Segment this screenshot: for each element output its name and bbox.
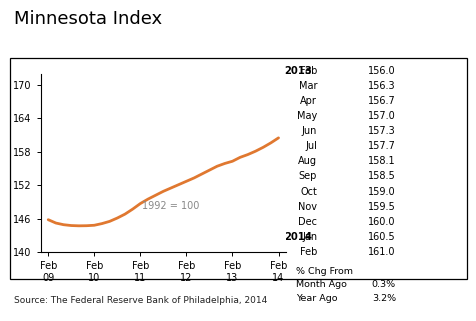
Text: 157.7: 157.7	[367, 141, 395, 151]
Text: 160.0: 160.0	[367, 217, 395, 227]
Text: Aug: Aug	[298, 156, 317, 166]
Text: Jan: Jan	[301, 232, 317, 242]
Text: Nov: Nov	[298, 202, 317, 212]
Text: % Chg From: % Chg From	[295, 267, 352, 276]
Text: Feb: Feb	[299, 247, 317, 257]
Text: 159.0: 159.0	[367, 187, 395, 196]
Text: Jun: Jun	[301, 126, 317, 136]
Text: 156.0: 156.0	[367, 66, 395, 76]
Text: Oct: Oct	[300, 187, 317, 196]
Text: Minnesota Index: Minnesota Index	[14, 10, 162, 28]
Text: May: May	[297, 111, 317, 121]
Text: 158.1: 158.1	[367, 156, 395, 166]
Text: 156.7: 156.7	[367, 96, 395, 106]
Text: 1992 = 100: 1992 = 100	[142, 201, 199, 211]
Text: Year Ago: Year Ago	[295, 294, 337, 303]
Text: Month Ago: Month Ago	[295, 280, 346, 289]
Text: 3.2%: 3.2%	[371, 294, 395, 303]
Text: Sep: Sep	[298, 171, 317, 181]
Text: 157.0: 157.0	[367, 111, 395, 121]
Text: 2013: 2013	[283, 66, 311, 76]
Text: Jul: Jul	[305, 141, 317, 151]
Text: 158.5: 158.5	[367, 171, 395, 181]
Text: Feb: Feb	[299, 66, 317, 76]
Text: Mar: Mar	[298, 81, 317, 91]
Text: 157.3: 157.3	[367, 126, 395, 136]
Text: 159.5: 159.5	[367, 202, 395, 212]
Text: 161.0: 161.0	[367, 247, 395, 257]
Text: 156.3: 156.3	[367, 81, 395, 91]
Text: Source: The Federal Reserve Bank of Philadelphia, 2014: Source: The Federal Reserve Bank of Phil…	[14, 296, 267, 305]
Text: 2014: 2014	[283, 232, 311, 242]
Text: Apr: Apr	[300, 96, 317, 106]
Text: 160.5: 160.5	[367, 232, 395, 242]
Text: Dec: Dec	[298, 217, 317, 227]
Text: 0.3%: 0.3%	[371, 280, 395, 289]
